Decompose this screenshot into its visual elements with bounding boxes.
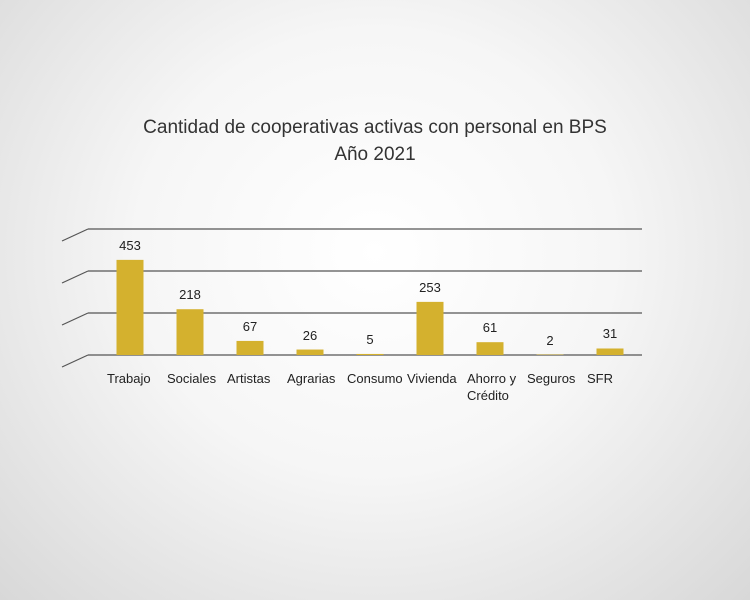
x-tick-label: Consumo bbox=[347, 371, 403, 386]
data-label: 61 bbox=[482, 320, 498, 336]
bar bbox=[476, 342, 504, 355]
bar bbox=[236, 340, 264, 355]
x-tick-label: Trabajo bbox=[107, 371, 151, 386]
bar bbox=[116, 259, 144, 355]
data-label: 2 bbox=[546, 332, 554, 348]
x-tick-label: Sociales bbox=[167, 371, 217, 386]
bar bbox=[356, 353, 384, 355]
bar bbox=[176, 309, 204, 355]
bar bbox=[416, 301, 444, 355]
chart-subtitle: Año 2021 bbox=[334, 144, 416, 165]
data-label: 218 bbox=[179, 287, 201, 303]
bar bbox=[296, 349, 324, 355]
chart-title: Cantidad de cooperativas activas con per… bbox=[143, 117, 607, 138]
data-label: 5 bbox=[366, 331, 374, 347]
data-label: 453 bbox=[119, 237, 141, 253]
x-tick-label: Ahorro y Crédito bbox=[467, 371, 517, 403]
x-tick-label: Artistas bbox=[227, 371, 271, 386]
x-tick-label: SFR bbox=[587, 371, 613, 386]
grid-line-depth bbox=[61, 270, 89, 284]
grid-line-depth bbox=[61, 228, 89, 242]
grid-line-depth bbox=[61, 312, 89, 326]
bar bbox=[596, 348, 624, 355]
x-tick-label: Agrarias bbox=[287, 371, 336, 386]
data-label: 67 bbox=[242, 318, 258, 334]
data-label: 253 bbox=[419, 279, 441, 295]
data-label: 31 bbox=[602, 326, 618, 342]
x-tick-label: Seguros bbox=[527, 371, 576, 386]
grid-line-depth bbox=[61, 354, 89, 368]
x-tick-label: Vivienda bbox=[407, 371, 457, 386]
data-label: 26 bbox=[302, 327, 318, 343]
